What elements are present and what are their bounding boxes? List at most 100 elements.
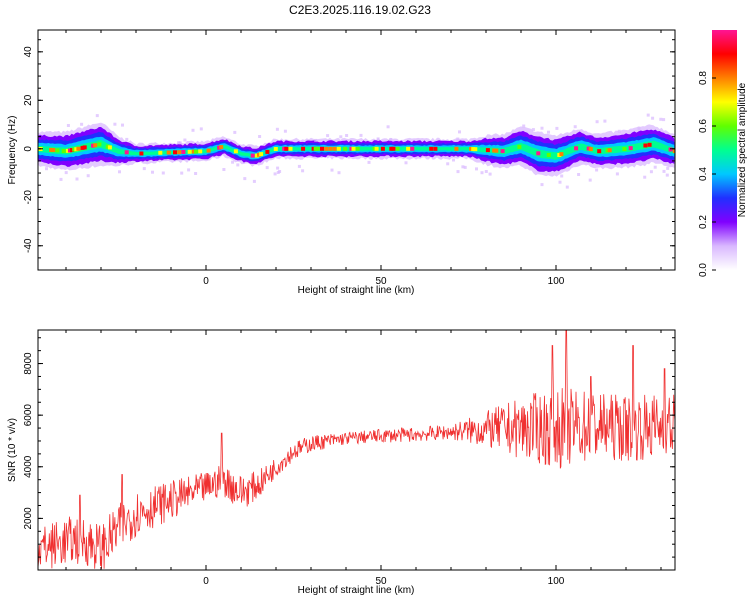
spectrogram-cell xyxy=(265,149,270,154)
spectrogram-cell xyxy=(559,152,564,157)
spectrogram-cell xyxy=(250,153,255,158)
spectrogram-cell xyxy=(668,147,673,152)
spectrogram-speckle xyxy=(404,161,408,165)
y-tick-label: 8000 xyxy=(23,352,34,375)
spectrogram-cell xyxy=(517,144,522,149)
spectrogram-heatmap xyxy=(38,113,675,189)
spectrogram-cell xyxy=(198,149,203,154)
spectrogram-speckle xyxy=(187,168,191,172)
snr-panel: 0 50 100 2000 4000 6000 8000 Height of straigh… xyxy=(7,329,676,596)
spectrogram-speckle xyxy=(359,133,363,137)
spectrogram-speckle xyxy=(558,180,562,184)
spectrogram-cell xyxy=(158,150,163,155)
spectrogram-cell xyxy=(469,146,474,151)
spectrogram-cell xyxy=(546,153,551,157)
spectrogram-speckle xyxy=(66,124,70,127)
x-tick-label: 50 xyxy=(375,576,387,587)
spectrogram-speckle xyxy=(194,172,198,175)
spectrogram-cell xyxy=(473,147,478,152)
spectrogram-speckle xyxy=(475,167,478,171)
spectrogram-speckle xyxy=(659,117,663,121)
y-tick-label: 6000 xyxy=(23,404,34,427)
colorbar-tick-label: 0.4 xyxy=(698,167,709,181)
spectrogram-cell xyxy=(395,146,400,151)
spectrogram-speckle xyxy=(125,137,129,141)
spectrogram-speckle xyxy=(183,138,187,142)
spectrogram-speckle xyxy=(595,168,599,172)
y-tick-label: 0 xyxy=(23,146,34,152)
x-tick-label: 100 xyxy=(548,576,565,587)
spectrogram-cell xyxy=(351,146,356,151)
spectrogram-speckle xyxy=(45,167,48,171)
spectrogram-speckle xyxy=(80,122,84,126)
spectrogram-speckle xyxy=(617,129,621,133)
spectrogram-cell xyxy=(259,152,264,157)
spectrogram-speckle xyxy=(337,171,341,175)
spectrogram-cell xyxy=(49,147,54,152)
spectrogram-speckle xyxy=(297,164,301,168)
y-tick-label: 2000 xyxy=(23,507,34,530)
spectrogram-speckle xyxy=(339,135,343,139)
spectrogram-cell xyxy=(320,146,324,151)
spectrogram-cell xyxy=(177,150,182,155)
spectrogram-cell xyxy=(61,149,66,153)
spectrogram-cell xyxy=(607,148,612,153)
colorbar-label: Normalized spectral amplitude xyxy=(737,82,748,217)
spectrogram-speckle xyxy=(330,168,334,172)
spectrogram-cell xyxy=(622,147,627,151)
figure-title: C2E3.2025.116.19.02.G23 xyxy=(289,3,431,17)
spectrogram-cell xyxy=(372,146,377,151)
spectrogram-cell xyxy=(500,149,505,154)
spectrogram-cell xyxy=(374,146,379,151)
spectrogram-x-axis-label: Height of straight line (km) xyxy=(298,285,415,296)
spectrogram-cell xyxy=(107,145,112,150)
spectrogram-speckle xyxy=(665,173,669,177)
spectrogram-cell xyxy=(588,147,593,152)
spectrogram-speckle xyxy=(278,170,282,173)
spectrogram-speckle xyxy=(236,163,240,167)
spectrogram-cell xyxy=(187,149,192,154)
snr-ticks: 0 50 100 2000 4000 6000 8000 xyxy=(23,330,675,587)
snr-x-axis-label: Height of straight line (km) xyxy=(298,585,415,596)
spectrogram-cell xyxy=(380,146,385,151)
x-tick-label: 0 xyxy=(203,576,209,587)
spectrogram-cell xyxy=(181,150,186,154)
spectrogram-cell xyxy=(485,148,490,153)
spectrogram-cell xyxy=(105,144,110,149)
spectrogram-speckle xyxy=(446,162,450,166)
spectrogram-cell xyxy=(288,146,293,151)
spectrogram-speckle xyxy=(86,174,90,178)
spectrogram-speckle xyxy=(59,177,63,181)
spectrogram-cell xyxy=(206,148,211,153)
spectrogram-cell xyxy=(410,146,415,151)
spectrogram-cell xyxy=(643,143,648,148)
spectrogram-frame xyxy=(37,29,676,271)
spectrogram-speckle xyxy=(461,165,465,169)
spectrogram-speckle xyxy=(177,141,181,145)
spectrogram-cell xyxy=(355,146,360,151)
colorbar-ticks: 0.0 0.2 0.4 0.6 0.8 xyxy=(698,71,716,277)
spectrogram-speckle xyxy=(480,171,484,175)
spectrogram-cell xyxy=(672,149,675,153)
spectrogram-speckle xyxy=(275,127,279,131)
spectrogram-speckle xyxy=(531,128,535,132)
spectrogram-cell xyxy=(254,153,259,158)
spectrogram-speckle xyxy=(199,127,203,131)
spectrogram-cell xyxy=(597,149,602,154)
spectrogram-cell xyxy=(65,148,70,153)
spectrogram-speckle xyxy=(113,122,117,126)
spectrogram-speckle xyxy=(121,123,124,127)
colorbar-tick-label: 0.2 xyxy=(698,215,709,229)
spectrogram-speckle xyxy=(588,178,592,182)
spectrogram-cell xyxy=(389,146,394,151)
x-tick-label: 50 xyxy=(375,276,387,287)
spectrogram-cell xyxy=(194,149,198,154)
colorbar: 0.0 0.2 0.4 0.6 0.8 Normalized spectral ampl… xyxy=(698,30,748,277)
spectrogram-cell xyxy=(301,146,306,151)
spectrogram-cell xyxy=(76,146,81,151)
spectrogram-cell xyxy=(494,148,499,153)
spectrogram-speckle xyxy=(643,175,647,179)
spectrogram-speckle xyxy=(577,173,581,176)
spectrogram-speckle xyxy=(662,118,666,122)
spectrogram-cell xyxy=(91,143,96,148)
